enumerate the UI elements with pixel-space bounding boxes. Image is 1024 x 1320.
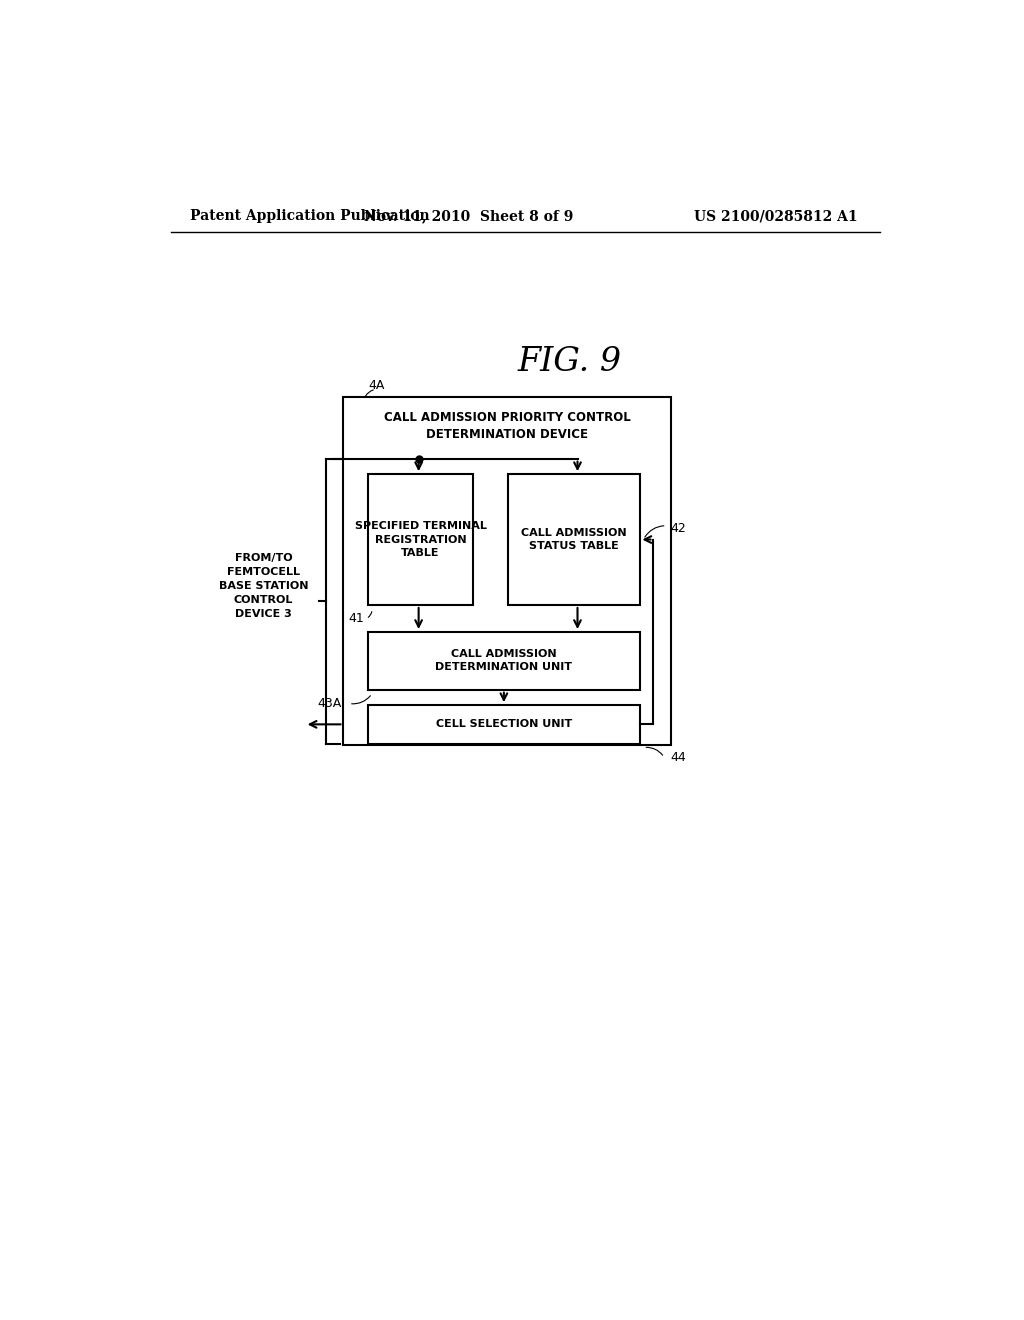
Text: FIG. 9: FIG. 9 <box>518 346 622 379</box>
Text: CELL SELECTION UNIT: CELL SELECTION UNIT <box>436 719 572 730</box>
Text: 43A: 43A <box>316 697 341 710</box>
Text: 4A: 4A <box>369 379 385 392</box>
Bar <box>508 474 640 605</box>
Text: SPECIFIED TERMINAL
REGISTRATION
TABLE: SPECIFIED TERMINAL REGISTRATION TABLE <box>354 521 486 558</box>
Text: Patent Application Publication: Patent Application Publication <box>190 209 430 223</box>
Bar <box>369 705 640 743</box>
Text: FROM/TO
FEMTOCELL
BASE STATION
CONTROL
DEVICE 3: FROM/TO FEMTOCELL BASE STATION CONTROL D… <box>219 553 308 619</box>
Bar <box>369 474 473 605</box>
Text: Nov. 11, 2010  Sheet 8 of 9: Nov. 11, 2010 Sheet 8 of 9 <box>365 209 573 223</box>
Text: CALL ADMISSION
STATUS TABLE: CALL ADMISSION STATUS TABLE <box>521 528 627 552</box>
Text: CALL ADMISSION
DETERMINATION UNIT: CALL ADMISSION DETERMINATION UNIT <box>435 649 572 672</box>
Bar <box>369 632 640 689</box>
Bar <box>343 397 671 744</box>
Text: 41: 41 <box>348 612 365 626</box>
Text: US 2100/0285812 A1: US 2100/0285812 A1 <box>693 209 857 223</box>
Text: CALL ADMISSION PRIORITY CONTROL
DETERMINATION DEVICE: CALL ADMISSION PRIORITY CONTROL DETERMIN… <box>384 412 631 441</box>
Text: 44: 44 <box>671 751 686 764</box>
Text: 42: 42 <box>671 521 686 535</box>
